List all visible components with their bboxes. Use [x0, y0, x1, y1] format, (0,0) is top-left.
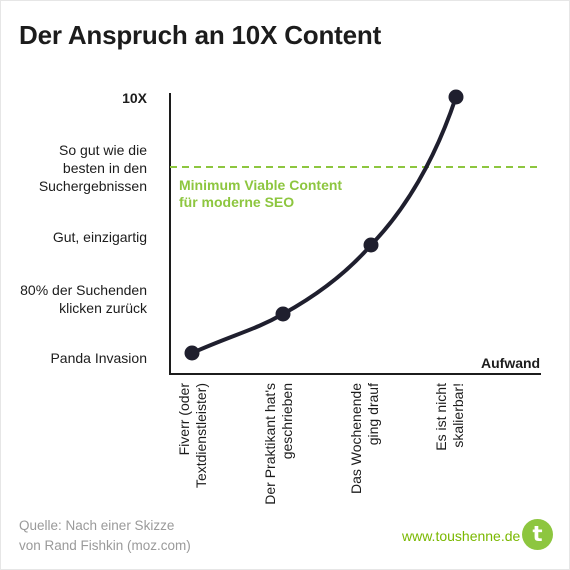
x-tick-not-scalable: Es ist nicht skalierbar! — [433, 383, 466, 451]
threshold-annotation: Minimum Viable Content für moderne SEO — [179, 177, 343, 210]
y-label-bounce-back: 80% der Suchenden klicken zurück — [20, 282, 147, 316]
data-point-3 — [363, 237, 379, 253]
y-label-panda: Panda Invasion — [50, 350, 147, 366]
y-label-best-results: So gut wie die besten in den Suchergebni… — [38, 142, 147, 194]
data-point-2 — [275, 306, 291, 322]
data-points — [184, 89, 464, 361]
x-tick-fiverr: Fiverr (oder Textdienstleister) — [176, 383, 209, 489]
growth-curve — [190, 95, 458, 355]
x-tick-weekend: Das Wochenende ging drauf — [348, 383, 381, 495]
x-tick-intern: Der Praktikant hat's geschrieben — [262, 383, 295, 505]
source-note: Quelle: Nach einer Skizze von Rand Fishk… — [19, 518, 191, 553]
data-point-4 — [448, 89, 464, 105]
data-point-1 — [184, 345, 200, 361]
brand-logo: t — [522, 519, 553, 550]
y-label-10x: 10X — [122, 90, 147, 106]
chart-title: Der Anspruch an 10X Content — [19, 20, 382, 50]
website-link[interactable]: www.toushenne.de — [402, 528, 521, 544]
x-axis-label: Aufwand — [481, 355, 541, 371]
y-label-unique: Gut, einzigartig — [52, 229, 147, 245]
